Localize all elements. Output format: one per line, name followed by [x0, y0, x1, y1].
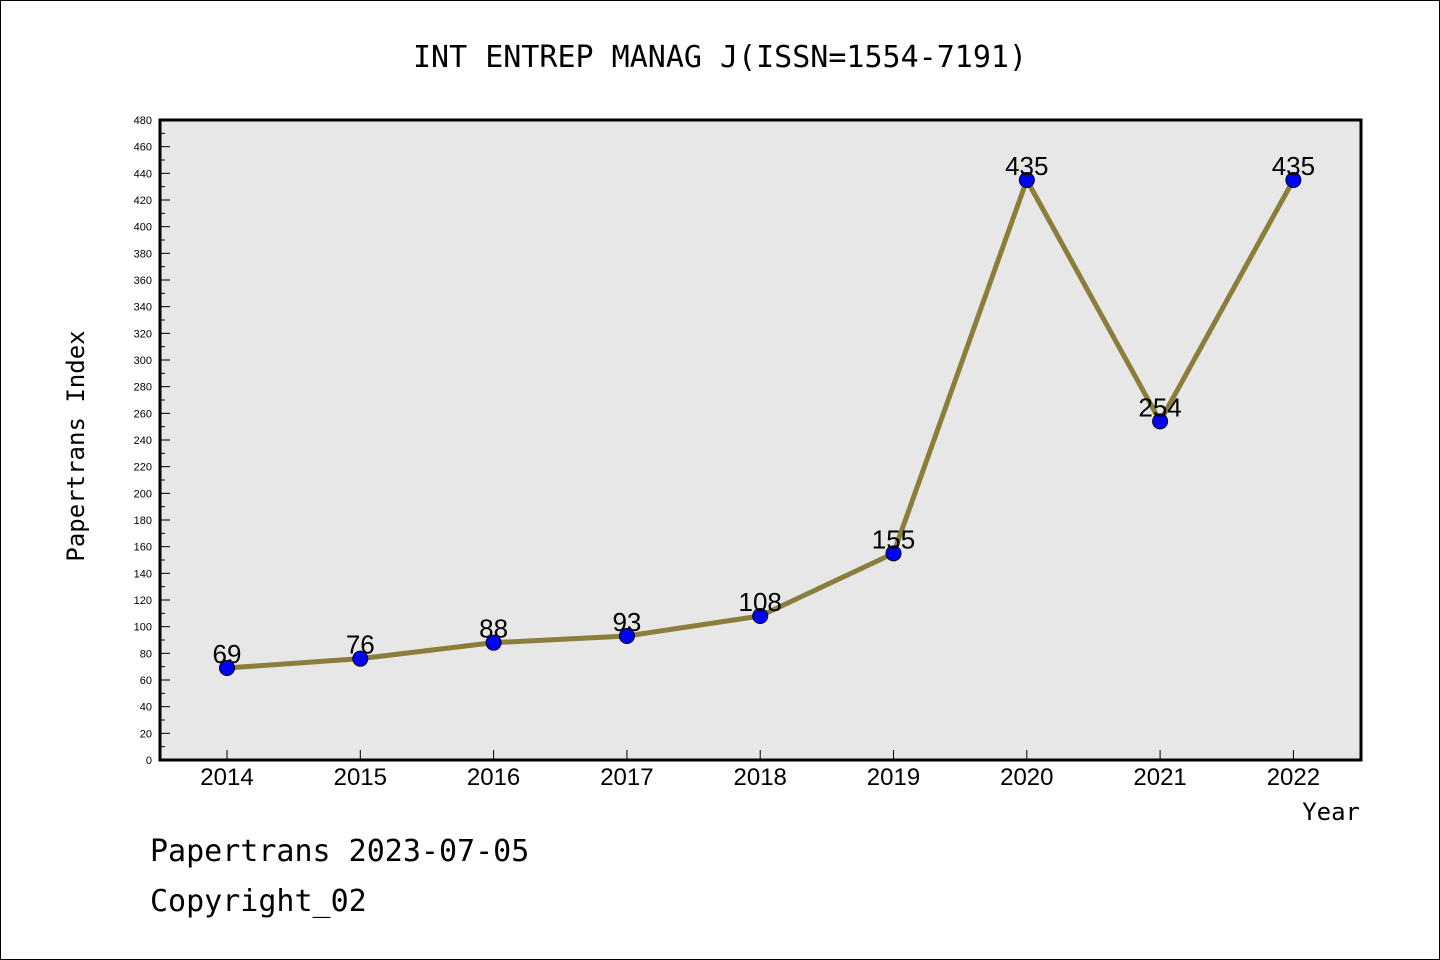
y-tick-label: 400 [134, 222, 152, 234]
y-tick-label: 40 [140, 702, 152, 714]
data-label: 76 [346, 630, 375, 660]
data-label: 435 [1005, 151, 1048, 181]
data-point [219, 660, 235, 676]
x-tick-label: 2014 [200, 764, 253, 791]
y-tick-label: 420 [134, 195, 152, 207]
chart-title: INT ENTREP MANAG J(ISSN=1554-7191) [413, 40, 1027, 75]
y-tick-label: 140 [134, 568, 152, 580]
y-tick-label: 380 [134, 248, 152, 260]
data-points [219, 172, 1302, 676]
footer-copyright: Copyright_02 [150, 884, 367, 919]
x-axis-label: Year [1302, 798, 1360, 826]
y-tick-label: 120 [134, 595, 152, 607]
data-point [1152, 413, 1169, 430]
data-point [752, 608, 769, 624]
y-tick-label: 20 [140, 728, 152, 740]
data-point [1285, 172, 1302, 188]
y-tick-label: 440 [134, 168, 152, 180]
y-tick-label: 300 [134, 355, 152, 367]
x-tick-label: 2015 [334, 764, 387, 791]
plot-area [158, 118, 1363, 762]
y-tick-label: 180 [134, 515, 152, 527]
data-point [1018, 172, 1035, 188]
y-tick-label: 240 [134, 435, 152, 447]
y-tick-label: 60 [140, 675, 152, 687]
data-label: 435 [1272, 151, 1315, 181]
y-tick-label: 320 [134, 328, 152, 340]
footer-source: Papertrans 2023-07-05 [150, 834, 530, 869]
y-tick-label: 80 [140, 648, 152, 660]
y-tick-label: 0 [146, 755, 152, 767]
y-axis-ticks: 0 20 40 60 80 100 120 140 160 180 200 220 240 260 280 3… [134, 115, 170, 767]
x-tick-label: 2018 [734, 764, 787, 791]
data-label: 254 [1138, 392, 1181, 422]
data-labels: 69 76 88 93 108 155 435 254 435 [213, 151, 1316, 669]
y-axis-label: Papertrans Index [62, 330, 90, 561]
x-tick-label: 2016 [467, 764, 520, 791]
x-tick-label: 2019 [867, 764, 920, 791]
data-point [352, 650, 369, 667]
y-tick-label: 100 [134, 622, 152, 634]
y-tick-label: 340 [134, 302, 152, 314]
data-point [485, 634, 502, 651]
y-tick-label: 460 [134, 142, 152, 154]
data-point [618, 628, 635, 644]
y-tick-label: 160 [134, 542, 152, 554]
y-tick-label: 200 [134, 488, 152, 500]
y-tick-label: 220 [134, 462, 152, 474]
x-tick-label: 2022 [1267, 764, 1320, 791]
x-tick-label: 2017 [600, 764, 653, 791]
data-label: 88 [479, 614, 508, 644]
data-label: 155 [872, 524, 915, 554]
y-tick-label: 280 [134, 382, 152, 394]
data-label: 108 [739, 587, 782, 617]
y-tick-label: 480 [134, 115, 152, 127]
data-point [885, 545, 902, 562]
x-tick-label: 2020 [1000, 764, 1053, 791]
y-tick-label: 260 [134, 408, 152, 420]
y-tick-label: 360 [134, 275, 152, 287]
x-tick-label: 2021 [1133, 764, 1186, 791]
data-label: 69 [213, 639, 242, 669]
data-label: 93 [612, 607, 641, 637]
x-axis-ticks: 2014 2015 2016 2017 2018 2019 2020 2021 2022 [200, 750, 1320, 791]
